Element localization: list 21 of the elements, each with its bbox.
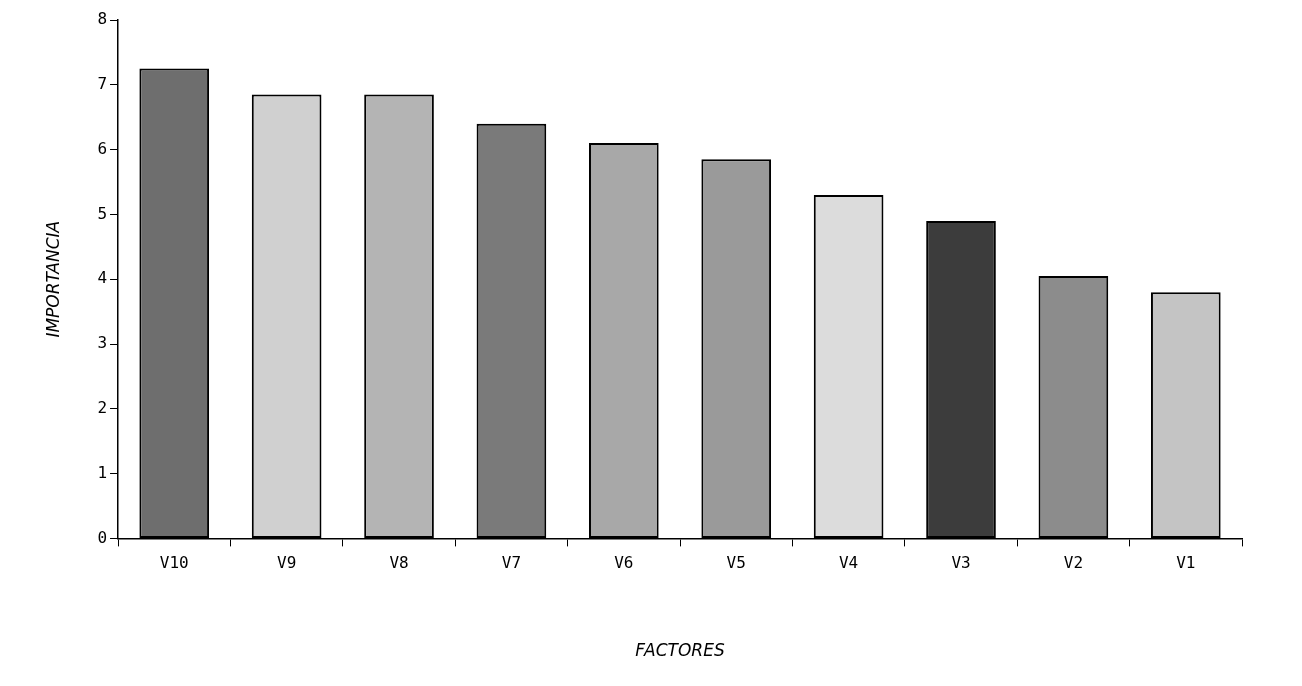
x-tick-label: V6	[614, 553, 634, 573]
x-tick-label: V5	[726, 553, 746, 573]
y-tick-label: 5	[97, 203, 108, 223]
x-tick-label: V2	[1063, 553, 1084, 573]
x-tick-label: V4	[838, 553, 859, 573]
x-tick-label: V7	[501, 553, 522, 573]
y-tick-label: 3	[97, 333, 108, 353]
y-tick-label: 6	[97, 138, 108, 158]
y-tick-label: 2	[97, 397, 108, 417]
x-tick-label: V3	[951, 553, 971, 573]
x-tick-label: V8	[389, 553, 409, 573]
x-tick-label: V9	[277, 553, 297, 573]
y-tick-label: 0	[97, 527, 108, 547]
y-tick-label: 1	[97, 462, 108, 482]
x-tick-label: V10	[159, 553, 189, 573]
y-tick-label: 8	[97, 9, 108, 29]
y-tick-label: 7	[97, 73, 108, 93]
y-axis-title: IMPORTANCIA	[42, 220, 63, 338]
x-tick-label: V1	[1176, 553, 1196, 573]
x-axis-title: FACTORES	[635, 640, 725, 661]
y-tick-label: 4	[97, 268, 108, 288]
